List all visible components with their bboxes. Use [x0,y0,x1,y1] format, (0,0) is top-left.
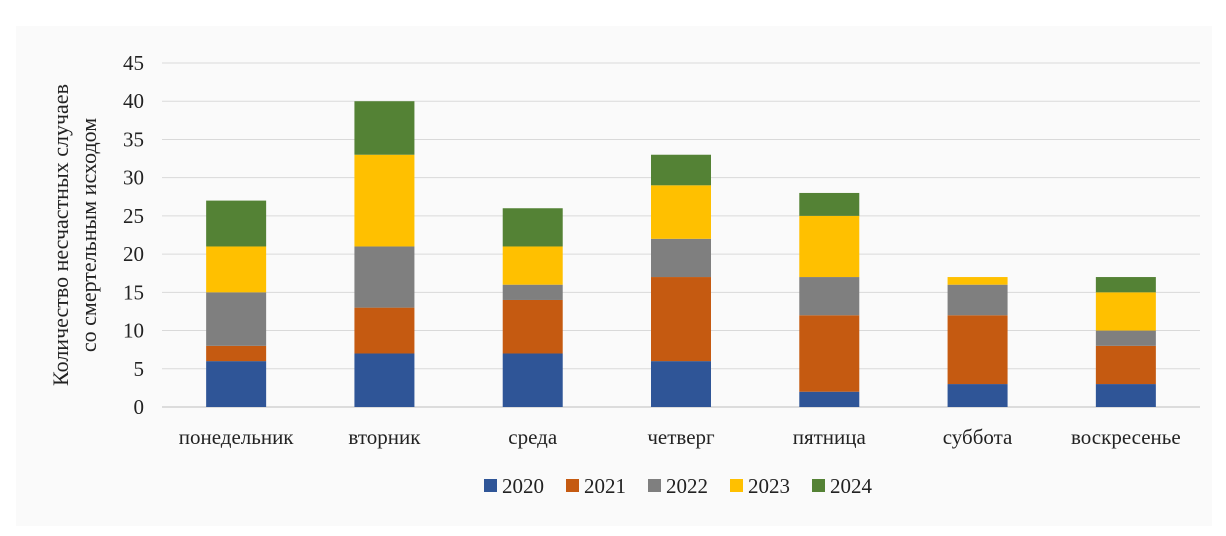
x-category-label: среда [508,425,558,449]
bar-segment-2021 [502,299,563,354]
y-tick-label: 30 [123,166,144,190]
legend-swatch-2020 [484,479,497,492]
bar-segment-2020 [947,384,1008,407]
y-axis-label: Количество несчастных случаев со смертель… [48,84,101,386]
bar-segment-2024 [502,208,563,247]
bar-segment-2022 [799,277,860,316]
x-category-label: пятница [793,425,867,449]
legend-label: 2022 [666,474,708,498]
x-category-label: вторник [348,425,421,449]
x-category-label: четверг [647,425,715,449]
legend-swatch-2022 [648,479,661,492]
y-axis-label-line: со смертельным исходом [76,118,101,352]
bar-segment-2023 [502,246,563,285]
bar-segment-2020 [1095,384,1156,407]
legend-label: 2021 [584,474,626,498]
bar-segment-2020 [651,361,711,407]
bar-segment-2020 [354,353,415,407]
y-tick-label: 10 [123,319,144,343]
bar-segment-2024 [354,101,415,155]
bar-segment-2024 [206,200,267,247]
bar-segment-2021 [947,315,1008,385]
x-axis-categories: понедельник вторник среда четверг пятница суб… [179,425,1181,449]
y-axis-ticks: 0 5 10 15 20 25 30 35 40 45 [123,51,144,419]
legend-label: 2024 [830,474,873,498]
y-tick-label: 20 [123,242,144,266]
bar-segment-2024 [651,154,711,186]
legend-label: 2023 [748,474,790,498]
bar-segment-2020 [206,361,267,407]
bar-segment-2023 [1095,292,1156,331]
bar-segment-2022 [206,292,267,346]
y-tick-label: 35 [123,127,144,151]
bar-segment-2020 [502,353,563,407]
y-tick-label: 0 [134,395,145,419]
bar-segment-2023 [947,277,1008,285]
y-axis-label-line: Количество несчастных случаев [48,84,73,386]
legend-label: 2020 [502,474,544,498]
y-tick-label: 40 [123,89,144,113]
bar-segment-2023 [651,185,711,239]
bar-segment-2020 [799,391,860,407]
bar-segment-2021 [651,277,711,362]
legend-swatch-2021 [566,479,579,492]
y-tick-label: 5 [134,357,145,381]
bar-segment-2022 [354,246,415,308]
bar-segment-2024 [799,192,860,216]
bar-segment-2021 [354,307,415,354]
bar-segment-2023 [354,154,415,247]
y-tick-label: 45 [123,51,144,75]
bar-segment-2021 [1095,345,1156,385]
bars [206,101,1156,407]
x-category-label: воскресенье [1071,425,1181,449]
bar-segment-2021 [799,315,860,392]
y-tick-label: 25 [123,204,144,228]
x-category-label: понедельник [179,425,295,449]
legend-swatch-2024 [812,479,825,492]
bar-segment-2023 [799,215,860,278]
bar-segment-2024 [1095,277,1156,293]
bar-segment-2023 [206,246,267,293]
legend-swatch-2023 [730,479,743,492]
bar-segment-2022 [651,238,711,278]
stacked-bar-chart: 0 5 10 15 20 25 30 35 40 45 понедельник вторник сре… [48,51,1200,498]
x-category-label: суббота [943,425,1013,449]
bar-segment-2022 [947,284,1008,316]
chart-frame: 0 5 10 15 20 25 30 35 40 45 понедельник вторник сре… [16,26,1212,526]
y-tick-label: 15 [123,280,144,304]
bar-segment-2021 [206,345,267,362]
bar-segment-2022 [1095,330,1156,346]
legend: 2020 2021 2022 2023 2024 [484,474,873,498]
bar-segment-2022 [502,284,563,300]
